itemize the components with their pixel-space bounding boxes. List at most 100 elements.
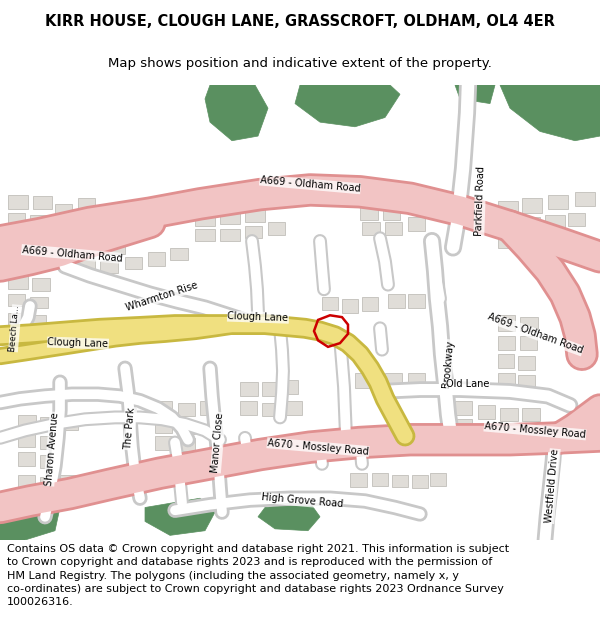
Polygon shape	[500, 408, 518, 421]
Polygon shape	[408, 217, 425, 231]
Polygon shape	[30, 297, 48, 308]
Polygon shape	[60, 475, 76, 489]
Text: High Grove Road: High Grove Road	[260, 492, 343, 509]
Polygon shape	[498, 336, 515, 349]
Text: Parkfield Road: Parkfield Road	[474, 166, 486, 236]
Polygon shape	[350, 473, 367, 487]
Polygon shape	[408, 373, 425, 387]
Text: A669 - Oldham Road: A669 - Oldham Road	[259, 175, 361, 194]
Polygon shape	[455, 85, 495, 104]
Polygon shape	[85, 241, 102, 254]
Polygon shape	[282, 380, 298, 394]
Polygon shape	[520, 336, 537, 349]
Polygon shape	[498, 354, 514, 368]
Polygon shape	[62, 418, 78, 431]
Text: A670 - Mossley Road: A670 - Mossley Road	[267, 438, 369, 456]
Polygon shape	[520, 232, 538, 245]
Polygon shape	[178, 438, 195, 451]
Polygon shape	[455, 401, 472, 414]
Text: A670 - Mossley Road: A670 - Mossley Road	[484, 421, 586, 440]
Text: Wharmton Rise: Wharmton Rise	[125, 281, 199, 313]
Polygon shape	[520, 317, 538, 331]
Polygon shape	[575, 192, 595, 206]
Polygon shape	[40, 454, 56, 468]
Polygon shape	[355, 373, 372, 388]
Text: Sharon Avenue: Sharon Avenue	[44, 412, 60, 486]
Text: The Park: The Park	[123, 407, 137, 450]
Polygon shape	[40, 436, 56, 449]
Polygon shape	[18, 452, 35, 466]
Polygon shape	[78, 198, 95, 211]
Text: Old Lane: Old Lane	[446, 379, 490, 389]
Polygon shape	[245, 208, 265, 222]
Polygon shape	[500, 85, 600, 141]
Polygon shape	[55, 257, 72, 269]
Polygon shape	[385, 222, 402, 236]
Polygon shape	[8, 213, 25, 224]
Polygon shape	[32, 278, 50, 291]
Polygon shape	[360, 206, 378, 219]
Polygon shape	[200, 401, 218, 414]
Polygon shape	[568, 213, 585, 226]
Polygon shape	[100, 261, 118, 272]
Polygon shape	[220, 211, 240, 224]
Polygon shape	[518, 356, 535, 370]
Text: Clough Lane: Clough Lane	[227, 311, 289, 323]
Text: KIRR HOUSE, CLOUGH LANE, GRASSCROFT, OLDHAM, OL4 4ER: KIRR HOUSE, CLOUGH LANE, GRASSCROFT, OLD…	[45, 14, 555, 29]
Polygon shape	[392, 475, 408, 487]
Polygon shape	[8, 276, 28, 289]
Polygon shape	[408, 294, 425, 308]
Text: A669 - Oldham Road: A669 - Oldham Road	[22, 244, 122, 263]
Polygon shape	[178, 402, 195, 416]
Text: Map shows position and indicative extent of the property.: Map shows position and indicative extent…	[108, 58, 492, 70]
Polygon shape	[178, 421, 195, 434]
Polygon shape	[0, 494, 60, 540]
Polygon shape	[362, 222, 380, 236]
Polygon shape	[33, 196, 52, 209]
Polygon shape	[498, 234, 515, 248]
Polygon shape	[258, 503, 320, 531]
Polygon shape	[18, 433, 35, 447]
Polygon shape	[55, 204, 72, 215]
Polygon shape	[455, 419, 472, 433]
Polygon shape	[362, 297, 378, 311]
Polygon shape	[498, 373, 515, 387]
Polygon shape	[522, 198, 542, 213]
Polygon shape	[262, 382, 278, 396]
Polygon shape	[62, 238, 80, 252]
Polygon shape	[498, 217, 518, 231]
Polygon shape	[545, 215, 565, 229]
Polygon shape	[262, 402, 278, 416]
Polygon shape	[40, 477, 56, 490]
Polygon shape	[383, 206, 400, 219]
Text: Westfield Drive: Westfield Drive	[544, 449, 560, 524]
Polygon shape	[412, 475, 428, 488]
Polygon shape	[78, 259, 95, 271]
Polygon shape	[268, 222, 285, 236]
Polygon shape	[342, 299, 358, 312]
Text: Contains OS data © Crown copyright and database right 2021. This information is : Contains OS data © Crown copyright and d…	[7, 544, 509, 607]
Polygon shape	[522, 217, 540, 231]
Polygon shape	[372, 473, 388, 486]
Polygon shape	[30, 215, 48, 226]
Polygon shape	[388, 294, 405, 308]
Polygon shape	[148, 252, 165, 266]
Polygon shape	[205, 85, 268, 141]
Polygon shape	[498, 201, 518, 215]
Polygon shape	[195, 229, 215, 241]
Polygon shape	[155, 419, 172, 433]
Polygon shape	[220, 229, 240, 241]
Text: Beech La...: Beech La...	[8, 304, 22, 352]
Text: Clough Lane: Clough Lane	[47, 337, 109, 349]
Polygon shape	[240, 382, 258, 396]
Polygon shape	[195, 213, 215, 226]
Polygon shape	[8, 294, 25, 306]
Polygon shape	[30, 315, 46, 326]
Polygon shape	[285, 401, 302, 414]
Polygon shape	[245, 226, 262, 238]
Polygon shape	[125, 257, 142, 269]
Polygon shape	[478, 406, 495, 419]
Polygon shape	[240, 401, 257, 414]
Polygon shape	[18, 414, 36, 429]
Text: Brookway: Brookway	[441, 339, 455, 388]
